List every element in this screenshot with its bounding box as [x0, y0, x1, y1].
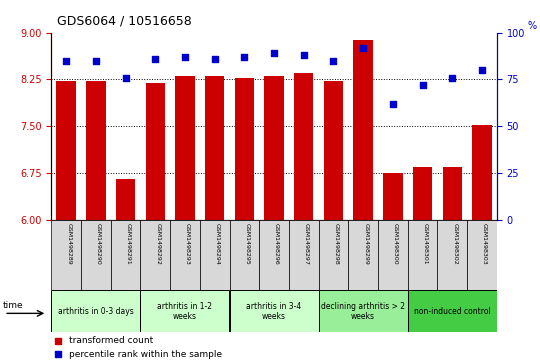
Text: GSM1498300: GSM1498300	[393, 223, 398, 265]
Text: declining arthritis > 2
weeks: declining arthritis > 2 weeks	[321, 302, 405, 321]
Text: GSM1498299: GSM1498299	[363, 223, 368, 265]
Text: arthritis in 1-2
weeks: arthritis in 1-2 weeks	[158, 302, 212, 321]
Point	[359, 45, 367, 50]
Point	[210, 56, 219, 62]
Bar	[348, 220, 378, 290]
Text: arthritis in 0-3 days: arthritis in 0-3 days	[58, 307, 134, 316]
Bar	[443, 167, 462, 220]
Bar	[378, 220, 408, 290]
Bar	[205, 76, 224, 220]
Bar	[265, 76, 284, 220]
Bar	[230, 220, 259, 290]
Bar	[200, 220, 230, 290]
Bar	[408, 220, 437, 290]
Bar	[176, 76, 194, 220]
Text: GSM1498291: GSM1498291	[125, 223, 131, 265]
Bar	[259, 220, 289, 290]
Text: GSM1498293: GSM1498293	[185, 223, 190, 265]
Text: time: time	[3, 301, 23, 310]
Bar	[81, 220, 111, 290]
Text: GSM1498303: GSM1498303	[482, 223, 487, 265]
Bar	[51, 220, 81, 290]
Bar	[170, 220, 200, 290]
Text: GSM1498289: GSM1498289	[66, 223, 71, 265]
Point	[180, 54, 189, 60]
Bar	[140, 290, 230, 332]
Bar	[319, 290, 408, 332]
Point	[151, 56, 160, 62]
Bar	[111, 220, 140, 290]
Bar	[324, 81, 343, 220]
Point	[53, 338, 62, 344]
Text: GSM1498290: GSM1498290	[96, 223, 101, 265]
Point	[477, 67, 486, 73]
Bar	[472, 125, 491, 220]
Text: GSM1498297: GSM1498297	[303, 223, 309, 265]
Bar	[467, 220, 497, 290]
Bar	[354, 40, 373, 220]
Point	[53, 351, 62, 357]
Bar	[116, 179, 135, 220]
Text: GSM1498296: GSM1498296	[274, 223, 279, 265]
Text: GSM1498298: GSM1498298	[334, 223, 339, 265]
Text: %: %	[528, 21, 537, 31]
Bar	[140, 220, 170, 290]
Bar	[408, 290, 497, 332]
Point	[299, 52, 308, 58]
Text: transformed count: transformed count	[69, 336, 153, 345]
Text: arthritis in 3-4
weeks: arthritis in 3-4 weeks	[246, 302, 302, 321]
Bar	[235, 78, 254, 220]
Text: GSM1498295: GSM1498295	[244, 223, 249, 265]
Bar	[230, 290, 319, 332]
Text: GSM1498302: GSM1498302	[452, 223, 457, 265]
Bar	[294, 73, 313, 220]
Point	[329, 58, 338, 64]
Point	[388, 101, 397, 107]
Text: percentile rank within the sample: percentile rank within the sample	[69, 350, 222, 359]
Text: GSM1498294: GSM1498294	[214, 223, 220, 265]
Text: GSM1498292: GSM1498292	[156, 223, 160, 265]
Point	[91, 58, 100, 64]
Bar	[319, 220, 348, 290]
Point	[448, 75, 456, 81]
Bar	[86, 81, 105, 220]
Point	[270, 50, 279, 56]
Bar	[437, 220, 467, 290]
Text: GDS6064 / 10516658: GDS6064 / 10516658	[57, 15, 192, 28]
Text: non-induced control: non-induced control	[414, 307, 491, 316]
Bar	[383, 173, 402, 220]
Point	[121, 75, 130, 81]
Bar	[57, 81, 76, 220]
Point	[240, 54, 248, 60]
Point	[418, 82, 427, 88]
Bar	[51, 290, 140, 332]
Point	[62, 58, 70, 64]
Bar	[289, 220, 319, 290]
Bar	[146, 82, 165, 220]
Text: GSM1498301: GSM1498301	[422, 223, 428, 265]
Bar	[413, 167, 432, 220]
